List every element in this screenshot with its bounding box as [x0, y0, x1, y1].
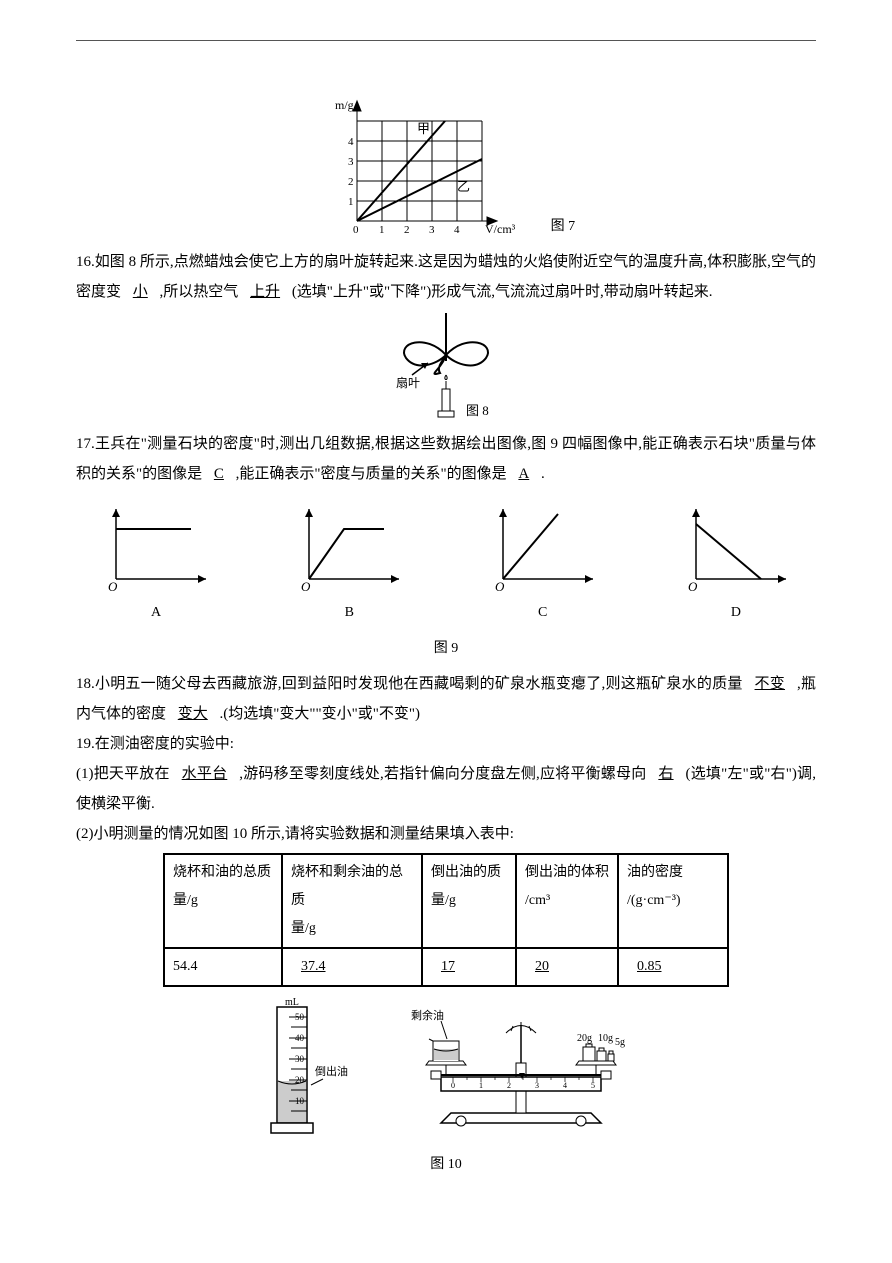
- svg-text:0: 0: [451, 1081, 455, 1090]
- svg-text:3: 3: [535, 1081, 539, 1090]
- q17: 17.王兵在"测量石块的密度"时,测出几组数据,根据这些数据绘出图像,图 9 四…: [76, 429, 816, 489]
- q18: 18.小明五一随父母去西藏旅游,回到益阳时发现他在西藏喝剩的矿泉水瓶变瘪了,则这…: [76, 669, 816, 729]
- fig10-balance: 0 1 2 3 4 5: [391, 993, 651, 1143]
- svg-text:O: O: [301, 579, 311, 594]
- svg-text:1: 1: [348, 196, 354, 208]
- fig8-leaf-label: 扇叶: [396, 375, 420, 390]
- svg-text:10g: 10g: [598, 1033, 613, 1044]
- svg-text:4: 4: [348, 136, 354, 148]
- svg-text:20g: 20g: [577, 1033, 592, 1044]
- svg-text:O: O: [688, 579, 698, 594]
- q19-part2: (2)小明测量的情况如图 10 所示,请将实验数据和测量结果填入表中:: [76, 819, 816, 849]
- svg-text:2: 2: [348, 176, 354, 188]
- col-3: 倒出油的体积/cm³: [516, 854, 618, 948]
- table-header-row: 烧杯和油的总质量/g 烧杯和剩余油的总质量/g 倒出油的质量/g 倒出油的体积/…: [164, 854, 728, 948]
- q16-ans2: 上升: [242, 284, 288, 300]
- svg-text:5g: 5g: [615, 1037, 625, 1048]
- fig7-caption: 图 7: [551, 219, 576, 234]
- q18-ans1: 不变: [747, 676, 793, 692]
- q19-p1-ans2: 右: [650, 766, 681, 782]
- q17-ans1: C: [206, 466, 232, 482]
- svg-text:0: 0: [353, 224, 359, 236]
- fig10-cylinder: mL 50 40 30 20 10 倒出油: [241, 993, 351, 1143]
- fig10: mL 50 40 30 20 10 倒出油 0 1 2 3 4 5: [76, 993, 816, 1143]
- header-rule: [76, 40, 816, 41]
- fig7-xlabel: V/cm³: [485, 222, 516, 236]
- fig9-c: O C: [483, 499, 603, 627]
- cell-1: 37.4: [282, 948, 422, 986]
- svg-text:1: 1: [379, 224, 385, 236]
- cell-0: 54.4: [164, 948, 282, 986]
- q17-ans2: A: [510, 466, 537, 482]
- data-table: 烧杯和油的总质量/g 烧杯和剩余油的总质量/g 倒出油的质量/g 倒出油的体积/…: [163, 853, 729, 987]
- q19-p1-mid1: ,游码移至零刻度线处,若指针偏向分度盘左侧,应将平衡螺母向: [239, 766, 646, 782]
- q19-header: 19.在测油密度的实验中:: [76, 729, 816, 759]
- q17-tail: .: [541, 466, 545, 482]
- q19-part1: (1)把天平放在 水平台 ,游码移至零刻度线处,若指针偏向分度盘左侧,应将平衡螺…: [76, 759, 816, 819]
- cell-3: 20: [516, 948, 618, 986]
- svg-text:5: 5: [591, 1081, 595, 1090]
- svg-text:O: O: [495, 579, 505, 594]
- cell-4: 0.85: [618, 948, 728, 986]
- svg-text:3: 3: [429, 224, 435, 236]
- q16: 16.如图 8 所示,点燃蜡烛会使它上方的扇叶旋转起来.这是因为蜡烛的火焰使附近…: [76, 247, 816, 307]
- svg-text:4: 4: [454, 224, 460, 236]
- svg-text:3: 3: [348, 156, 354, 168]
- svg-text:2: 2: [404, 224, 410, 236]
- cell-2: 17: [422, 948, 516, 986]
- q18-tail: .(均选填"变大""变小"或"不变"): [220, 706, 420, 722]
- fig8: 扇叶 图 8: [76, 313, 816, 423]
- fig9-b: O B: [289, 499, 409, 627]
- svg-text:乙: 乙: [457, 179, 470, 194]
- q19-p1-ans1: 水平台: [174, 766, 236, 782]
- q18-ans2: 变大: [170, 706, 216, 722]
- fig7-ylabel: m/g: [335, 98, 354, 112]
- svg-text:mL: mL: [285, 997, 299, 1008]
- fig9-a: O A: [96, 499, 216, 627]
- svg-text:4: 4: [563, 1081, 567, 1090]
- fig8-caption: 图 8: [466, 403, 489, 418]
- col-4: 油的密度/(g·cm⁻³): [618, 854, 728, 948]
- col-2: 倒出油的质量/g: [422, 854, 516, 948]
- q19-p1-prefix: (1)把天平放在: [76, 766, 170, 782]
- q16-tail: (选填"上升"或"下降")形成气流,气流流过扇叶时,带动扇叶转起来.: [292, 284, 713, 300]
- fig7: m/g 4 3 2 1 0 1 2 3 4 V/cm³ 甲 乙 图 7: [76, 91, 816, 241]
- fig9-caption: 图 9: [434, 641, 459, 656]
- fig10-caption: 图 10: [430, 1157, 462, 1172]
- col-1: 烧杯和剩余油的总质量/g: [282, 854, 422, 948]
- q17-mid1: ,能正确表示"密度与质量的关系"的图像是: [236, 466, 507, 482]
- svg-text:甲: 甲: [417, 121, 430, 136]
- svg-text:剩余油: 剩余油: [411, 1008, 444, 1022]
- svg-text:1: 1: [479, 1081, 483, 1090]
- svg-text:2: 2: [507, 1081, 511, 1090]
- svg-text:倒出油: 倒出油: [315, 1064, 348, 1078]
- q16-ans1: 小: [125, 284, 156, 300]
- fig9: O A O B O C: [76, 499, 816, 627]
- q18-prefix: 18.小明五一随父母去西藏旅游,回到益阳时发现他在西藏喝剩的矿泉水瓶变瘪了,则这…: [76, 676, 743, 692]
- svg-text:O: O: [108, 579, 118, 594]
- q16-mid1: ,所以热空气: [160, 284, 239, 300]
- col-0: 烧杯和油的总质量/g: [164, 854, 282, 948]
- fig9-d: O D: [676, 499, 796, 627]
- table-data-row: 54.4 37.4 17 20 0.85: [164, 948, 728, 986]
